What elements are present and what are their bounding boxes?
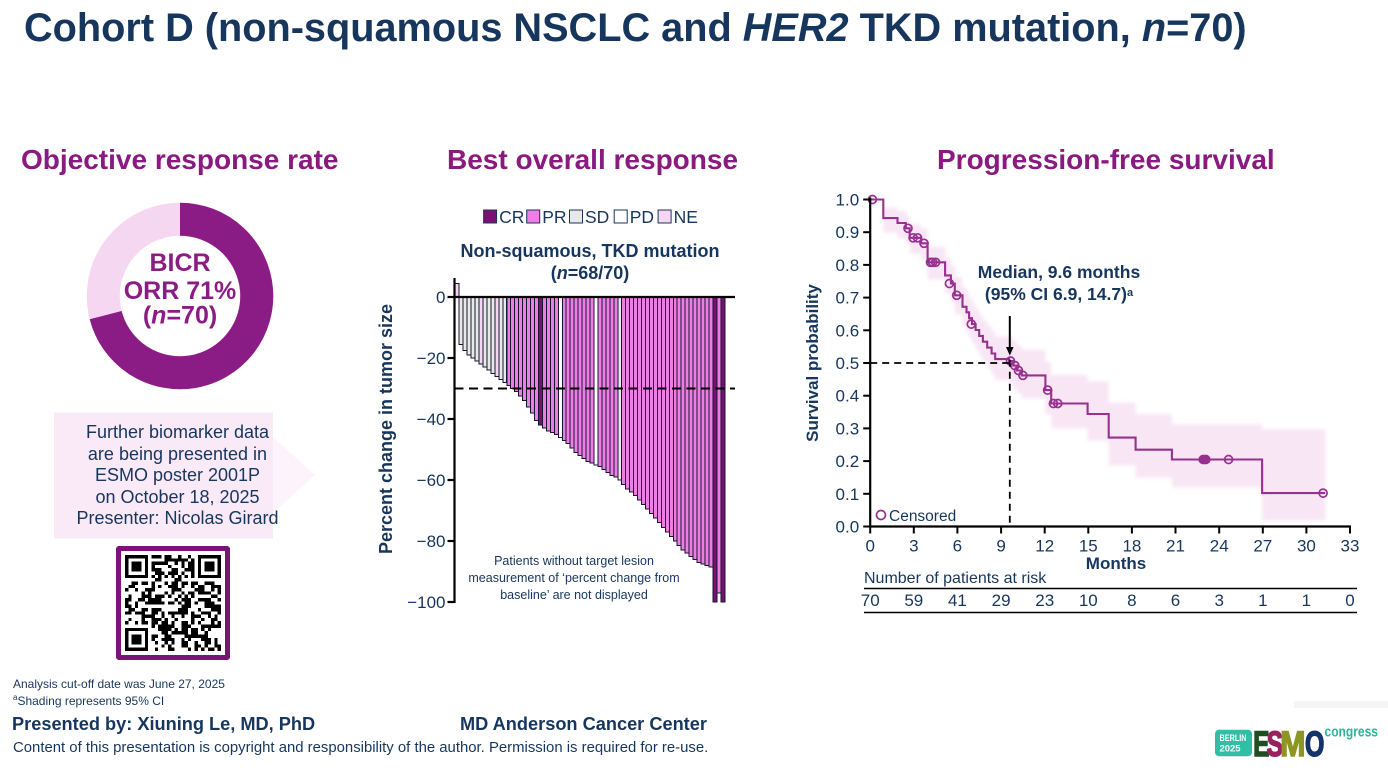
svg-text:0.2: 0.2	[836, 452, 860, 471]
svg-text:Survival probability: Survival probability	[803, 284, 822, 442]
svg-text:S: S	[1267, 726, 1283, 765]
svg-text:Patients without target lesion: Patients without target lesion	[494, 554, 654, 568]
svg-text:measurement of ‘percent change: measurement of ‘percent change from	[468, 571, 679, 585]
svg-text:0: 0	[865, 537, 874, 556]
svg-text:Number of patients at risk: Number of patients at risk	[864, 570, 1047, 587]
svg-text:41: 41	[948, 591, 967, 610]
svg-text:0.4: 0.4	[836, 387, 860, 406]
svg-text:27: 27	[1253, 537, 1272, 556]
svg-text:Percent change in tumor size: Percent change in tumor size	[376, 304, 396, 554]
svg-text:8: 8	[1127, 591, 1136, 610]
svg-text:2025: 2025	[1220, 744, 1241, 754]
svg-text:24: 24	[1210, 537, 1229, 556]
svg-text:0.3: 0.3	[836, 419, 860, 438]
svg-text:0: 0	[436, 288, 445, 307]
svg-text:−60: −60	[417, 471, 446, 490]
svg-text:Median, 9.6 months: Median, 9.6 months	[978, 262, 1141, 282]
svg-text:−100: −100	[407, 593, 445, 612]
svg-text:ORR 71%: ORR 71%	[124, 277, 237, 305]
svg-text:E: E	[1253, 726, 1269, 765]
svg-text:(n=70): (n=70)	[143, 302, 217, 330]
svg-text:0.1: 0.1	[836, 485, 860, 504]
svg-text:(95% CI 6.9, 14.7)a: (95% CI 6.9, 14.7)a	[985, 284, 1134, 304]
svg-text:23: 23	[1035, 591, 1054, 610]
svg-text:6: 6	[1171, 591, 1180, 610]
svg-text:M: M	[1280, 724, 1305, 764]
svg-text:−80: −80	[417, 532, 446, 551]
svg-text:Months: Months	[1086, 554, 1146, 573]
svg-text:10: 10	[1079, 591, 1098, 610]
svg-text:BICR: BICR	[149, 249, 210, 277]
svg-text:0.6: 0.6	[836, 321, 860, 340]
svg-text:0.8: 0.8	[836, 256, 860, 275]
svg-text:0: 0	[1345, 591, 1354, 610]
svg-text:33: 33	[1341, 537, 1360, 556]
svg-text:BERLIN: BERLIN	[1220, 733, 1247, 743]
svg-text:PD: PD	[630, 207, 654, 227]
svg-text:0.7: 0.7	[836, 289, 860, 308]
svg-text:SD: SD	[585, 207, 609, 227]
svg-text:congress: congress	[1325, 724, 1379, 741]
svg-text:59: 59	[904, 591, 923, 610]
svg-text:3: 3	[909, 537, 918, 556]
svg-text:70: 70	[861, 591, 880, 610]
svg-text:0.9: 0.9	[836, 223, 860, 242]
svg-text:−40: −40	[417, 410, 446, 429]
svg-text:(n=68/70): (n=68/70)	[551, 263, 630, 283]
svg-text:0.0: 0.0	[836, 518, 860, 537]
svg-text:18: 18	[1122, 537, 1141, 556]
svg-text:Non-squamous, TKD mutation: Non-squamous, TKD mutation	[461, 241, 720, 261]
svg-text:29: 29	[992, 591, 1011, 610]
svg-text:21: 21	[1166, 537, 1185, 556]
svg-text:12: 12	[1035, 537, 1054, 556]
svg-text:baseline’ are not displayed: baseline’ are not displayed	[500, 588, 648, 602]
svg-text:6: 6	[953, 537, 962, 556]
svg-text:1: 1	[1302, 591, 1311, 610]
svg-text:Censored: Censored	[889, 508, 956, 525]
svg-text:15: 15	[1079, 537, 1098, 556]
svg-text:30: 30	[1297, 537, 1316, 556]
svg-text:9: 9	[996, 537, 1005, 556]
svg-text:1.0: 1.0	[836, 191, 860, 210]
svg-text:−20: −20	[417, 349, 446, 368]
svg-text:PR: PR	[542, 207, 566, 227]
svg-text:CR: CR	[499, 207, 524, 227]
svg-text:1: 1	[1258, 591, 1267, 610]
svg-text:3: 3	[1214, 591, 1223, 610]
svg-text:0.5: 0.5	[836, 354, 860, 373]
svg-text:O: O	[1305, 725, 1324, 764]
svg-text:NE: NE	[674, 207, 698, 227]
